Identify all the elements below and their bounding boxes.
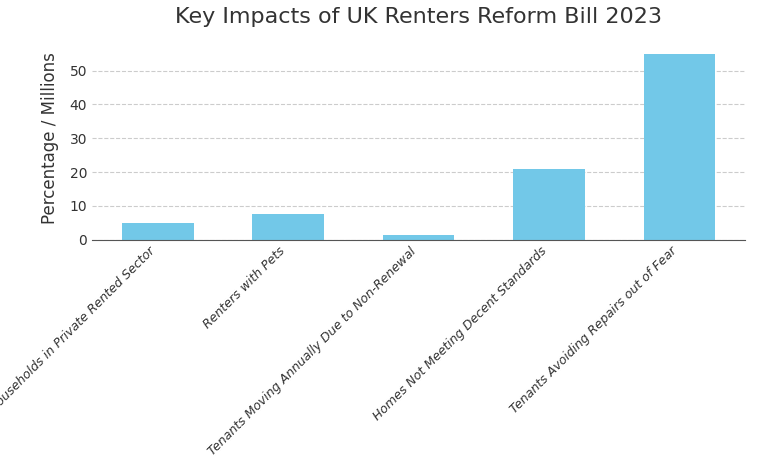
Bar [513, 169, 585, 240]
Title: Key Impacts of UK Renters Reform Bill 2023: Key Impacts of UK Renters Reform Bill 20… [175, 7, 662, 27]
Bar [122, 224, 194, 240]
Bar [382, 235, 455, 240]
Bar [644, 54, 715, 240]
Y-axis label: Percentage / Millions: Percentage / Millions [41, 53, 58, 224]
Bar [252, 214, 324, 240]
